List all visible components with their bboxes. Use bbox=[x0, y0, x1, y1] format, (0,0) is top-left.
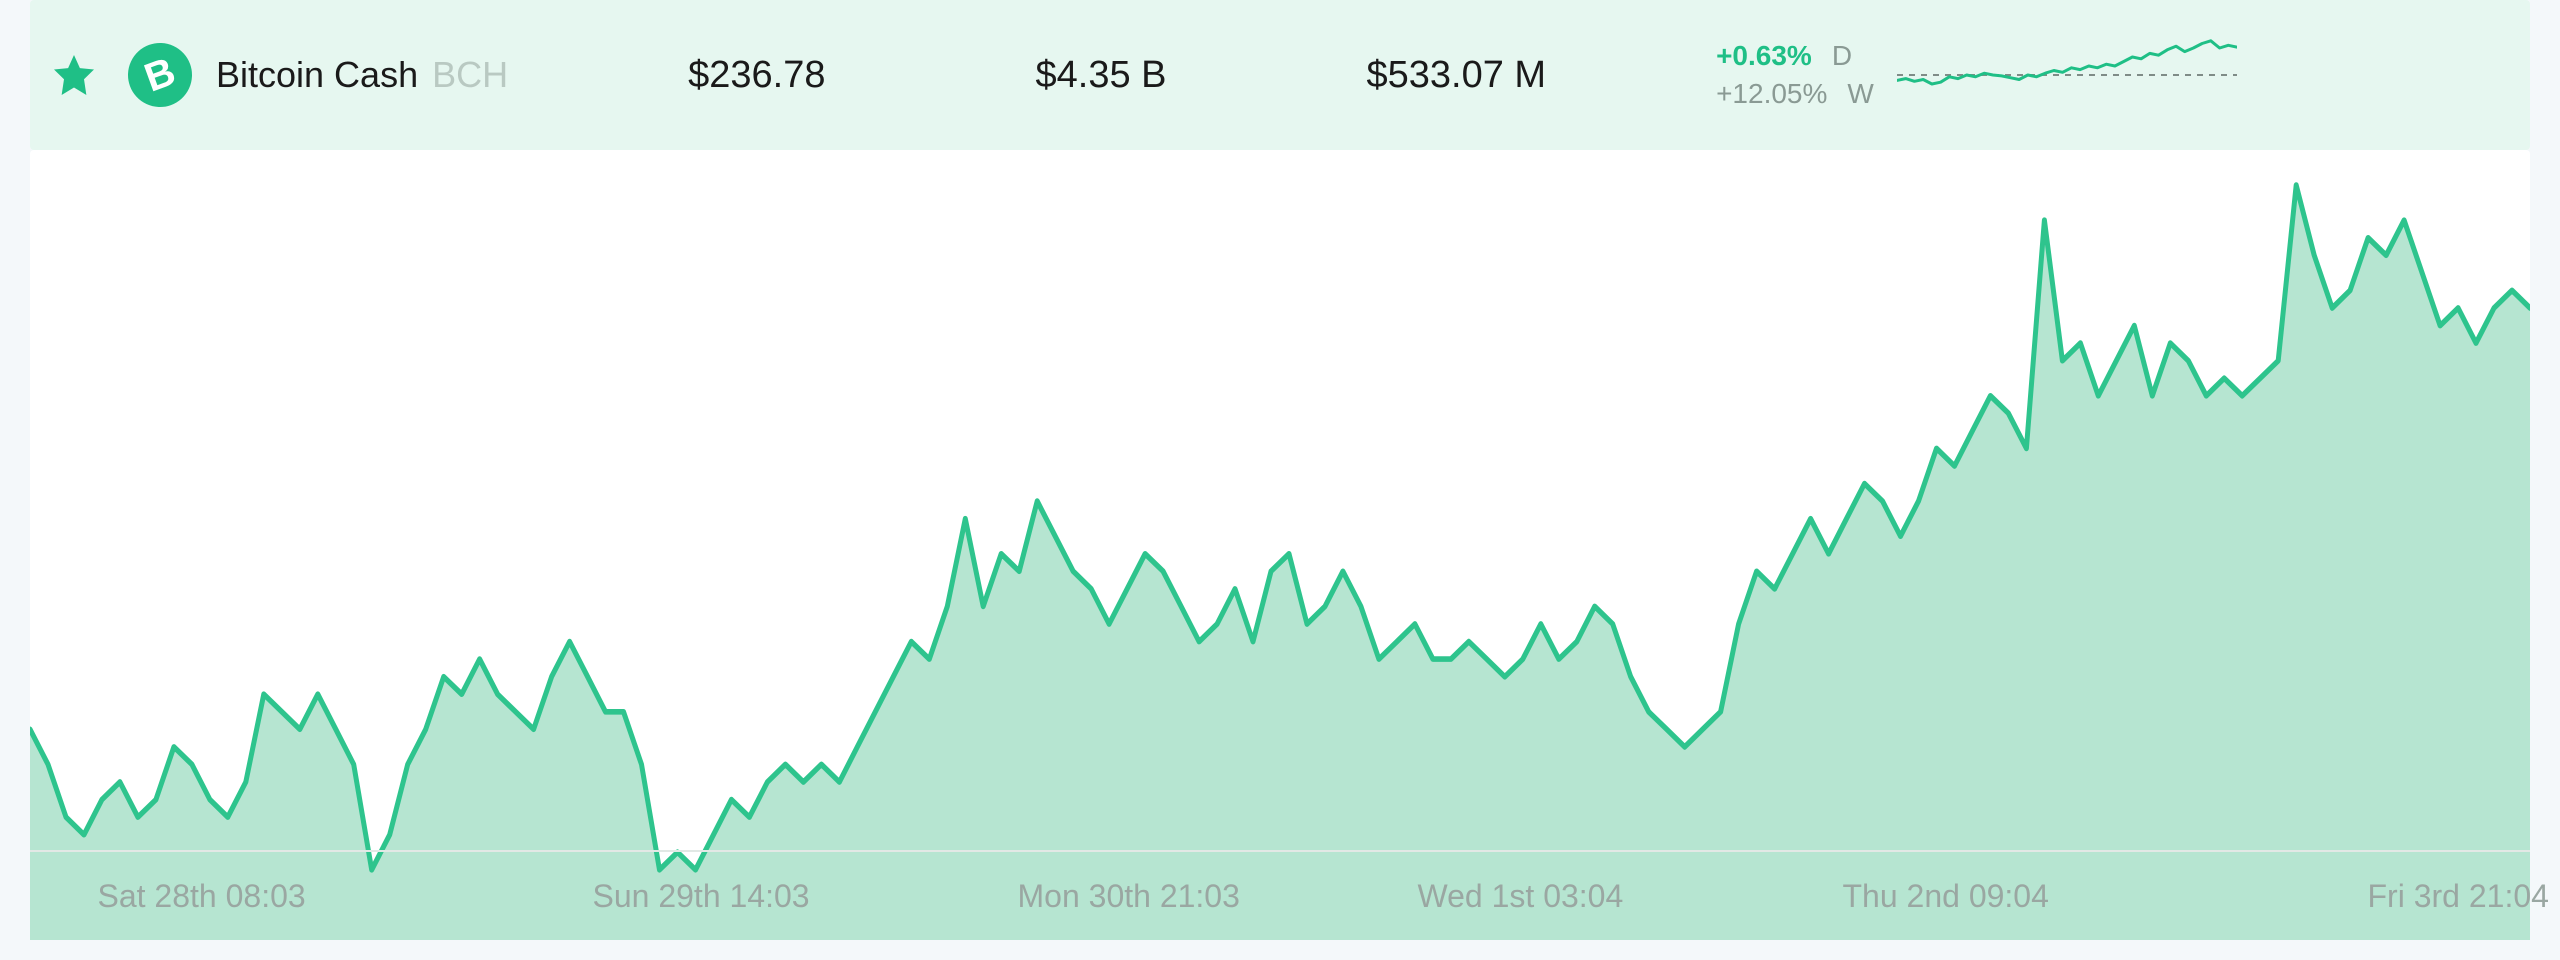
coin-logo-letter: B bbox=[139, 49, 182, 101]
change-block: +0.63% D +12.05% W bbox=[1716, 40, 1867, 110]
x-axis-label: Fri 3rd 21:04 bbox=[2368, 878, 2549, 915]
price-value: $236.78 bbox=[688, 54, 825, 97]
coin-ticker: BCH bbox=[432, 54, 508, 96]
x-axis-label: Thu 2nd 09:04 bbox=[1843, 878, 2049, 915]
x-axis-label: Sat 28th 08:03 bbox=[98, 878, 306, 915]
x-axis-label: Mon 30th 21:03 bbox=[1018, 878, 1240, 915]
crypto-header-row: B Bitcoin Cash BCH $236.78 $4.35 B $533.… bbox=[30, 0, 2530, 150]
change-week-label: W bbox=[1847, 78, 1867, 110]
x-axis-label: Wed 1st 03:04 bbox=[1418, 878, 1624, 915]
price-chart-panel[interactable]: Sat 28th 08:03 Sun 29th 14:03 Mon 30th 21:… bbox=[30, 150, 2530, 940]
market-cap-value: $4.35 B bbox=[1036, 54, 1167, 97]
sparkline-chart bbox=[1897, 30, 2237, 120]
coin-logo-icon: B bbox=[119, 34, 201, 116]
change-day: +0.63% bbox=[1716, 40, 1812, 72]
change-week: +12.05% bbox=[1716, 78, 1827, 110]
favorite-star-icon[interactable] bbox=[50, 51, 98, 99]
volume-value: $533.07 M bbox=[1367, 54, 1547, 97]
change-day-label: D bbox=[1832, 40, 1852, 72]
price-area-chart bbox=[30, 150, 2530, 940]
coin-name: Bitcoin Cash bbox=[216, 54, 418, 96]
x-axis-label: Sun 29th 14:03 bbox=[593, 878, 810, 915]
chart-x-axis: Sat 28th 08:03 Sun 29th 14:03 Mon 30th 21:… bbox=[30, 850, 2530, 940]
